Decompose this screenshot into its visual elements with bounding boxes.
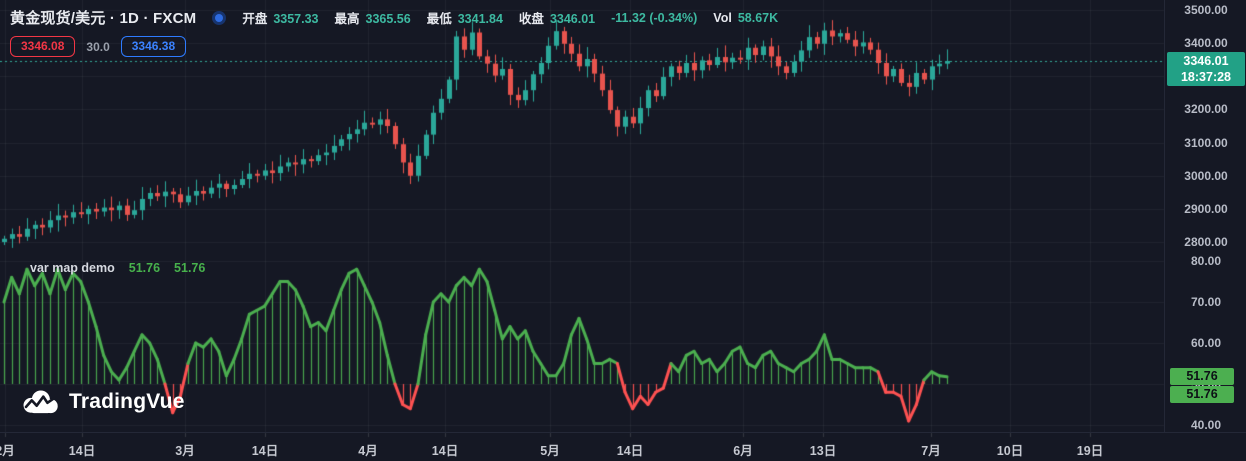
price-tick: 2800.00 [1184,235,1228,250]
indicator-axis-badge-1: 51.76 [1170,367,1234,385]
stat-low-value: 3341.84 [457,12,503,26]
indicator-axis-badge-2: 51.76 [1170,385,1234,403]
price-tick: 3100.00 [1184,135,1228,150]
indicator-value-1: 51.76 [128,261,161,275]
time-tick: 14日 [431,444,459,458]
stat-high-value: 3365.56 [365,12,411,26]
stat-high: 最高 3365.56 [335,8,411,27]
limit-price-badge[interactable]: 3346.38 [120,36,187,57]
symbol-legend: 黄金现货/美元 · 1D · FXCM 开盘 3357.33 最高 3365.5… [10,7,778,28]
stat-volume: Vol 58.67K [713,11,778,25]
price-tick: 3400.00 [1184,36,1228,51]
stat-open-value: 3357.33 [273,12,319,26]
indicator-legend: var map demo 51.76 51.76 [30,261,205,275]
time-tick: 14日 [616,444,644,458]
time-tick: 7月 [921,444,941,458]
stat-high-label: 最高 [334,12,360,26]
indicator-tick: 60.00 [1190,336,1222,351]
time-axis[interactable]: 2月 14日 3月 14日 4月 14日 5月 14日 6月 13日 7月 10日 19日 [0,432,1246,461]
indicator-tick: 70.00 [1190,295,1222,310]
last-price-value: 3346.01 [1183,54,1229,68]
stop-price-badge[interactable]: 3346.08 [10,36,76,57]
indicator-tick: 40.00 [1190,418,1222,433]
indicator-tick: 80.00 [1190,254,1222,269]
volume-label: Vol [713,10,732,25]
order-offset-value: 30.0 [86,39,110,54]
time-tick: 6月 [733,444,753,458]
volume-value: 58.67K [737,10,779,25]
cloud-chart-icon [23,390,58,414]
indicator-name[interactable]: var map demo [30,261,115,275]
stat-low: 最低 3341.84 [427,8,503,27]
last-price-badge: 3346.01 18:37:28 [1167,52,1245,86]
order-levels-row: 3346.08 30.0 3346.38 [10,36,187,57]
time-tick: 14日 [68,444,96,458]
time-tick: 14日 [251,444,279,458]
time-tick: 13日 [809,444,837,458]
price-tick: 2900.00 [1184,201,1228,216]
stat-close: 收盘 3346.01 [519,8,595,27]
time-tick: 3月 [175,444,195,458]
stat-open-label: 开盘 [242,12,268,26]
logo-text: TradingVue [69,390,185,413]
time-tick: 2月 [0,444,15,458]
indicator-value-2: 51.76 [174,261,206,275]
price-tick: 3200.00 [1184,102,1228,117]
stat-close-label: 收盘 [518,12,544,26]
symbol-title[interactable]: 黄金现货/美元 · 1D · FXCM [10,10,197,27]
tradingvue-watermark: TradingVue [20,388,185,416]
stat-low-label: 最低 [426,12,452,26]
time-tick: 10日 [996,444,1024,458]
time-tick: 19日 [1076,444,1104,458]
price-tick: 3500.00 [1184,2,1228,17]
time-tick: 4月 [358,444,378,458]
stat-close-value: 3346.01 [549,12,596,26]
price-axis[interactable]: 40.0050.0060.0070.0080.002800.002900.003… [1164,0,1246,432]
time-tick: 5月 [540,444,560,458]
candle-countdown: 18:37:28 [1180,70,1232,84]
price-change: -11.32 (-0.34%) [611,10,698,25]
price-tick: 3000.00 [1184,168,1228,183]
stat-open: 开盘 3357.33 [242,8,318,27]
data-status-icon [212,10,227,25]
